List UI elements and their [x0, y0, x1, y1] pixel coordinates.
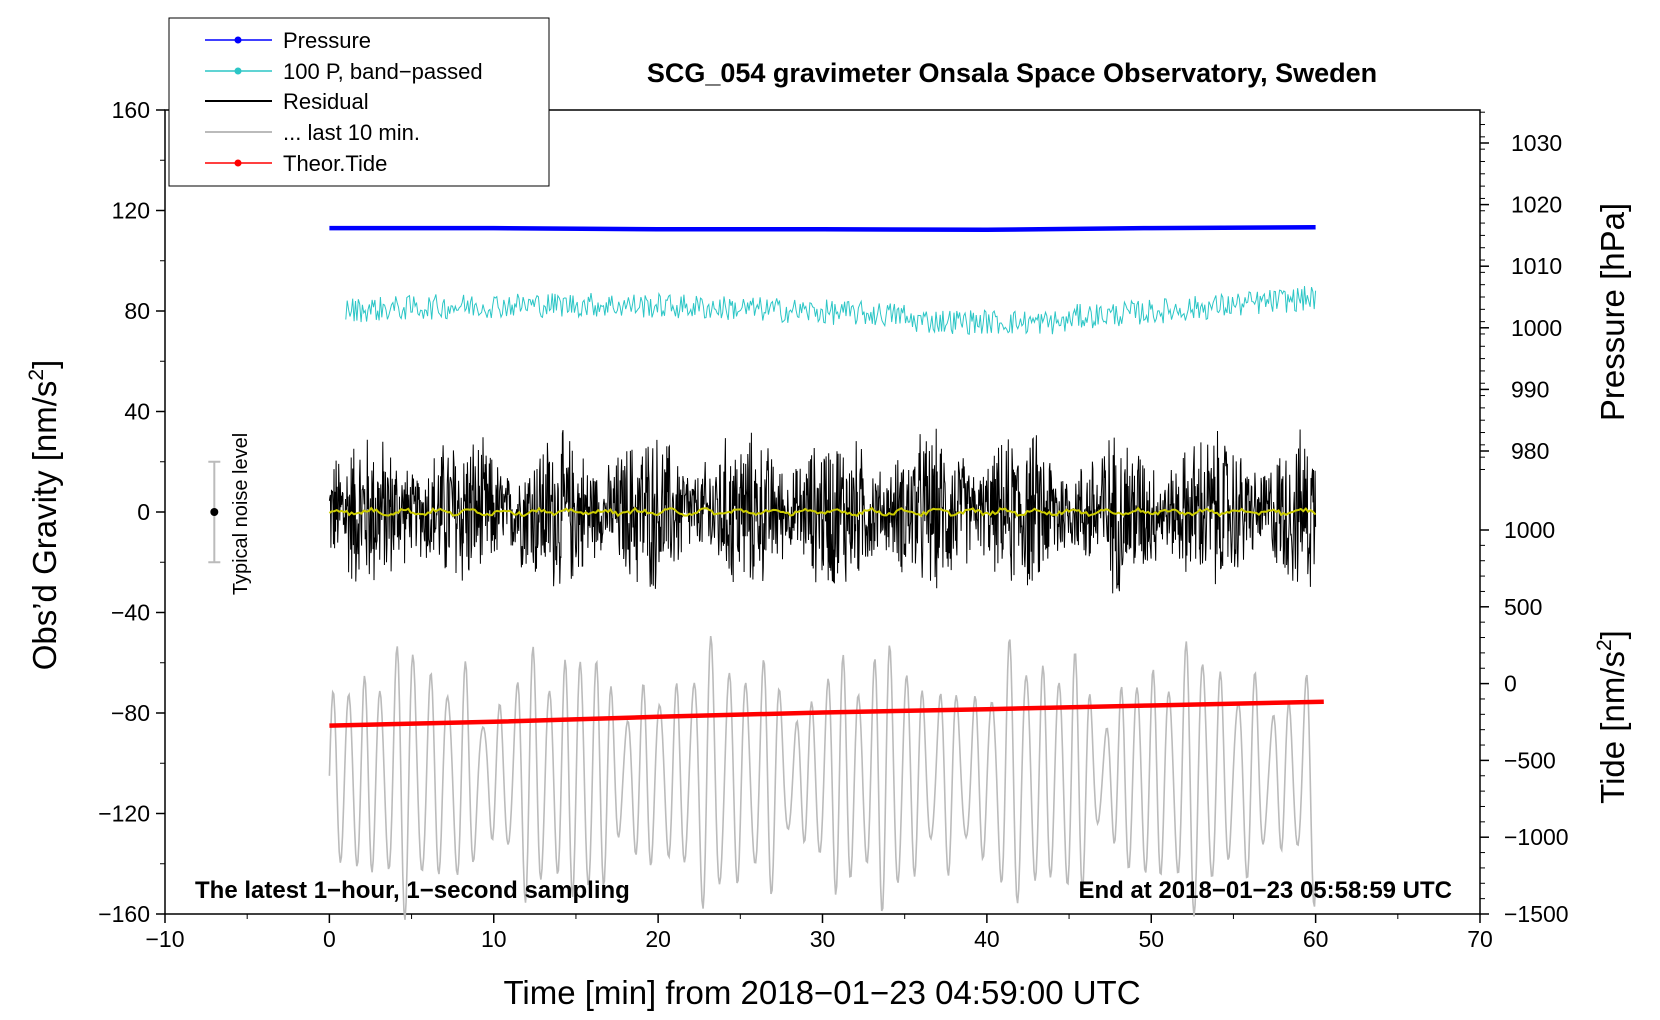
legend-entry-last10: ... last 10 min. [205, 120, 420, 145]
y-tide-tick-label: 500 [1504, 594, 1542, 620]
y-left-tick-label: 160 [112, 97, 150, 123]
legend: Pressure 100 P, band−passed Residual ...… [168, 17, 550, 187]
series-last-10-min-line [328, 635, 1317, 920]
legend-label-pressure: Pressure [283, 28, 371, 53]
y-left-tick-label: 80 [124, 298, 150, 324]
y-tide-tick-label: 0 [1504, 671, 1517, 697]
noise-center-dot [210, 508, 219, 516]
annotation-sampling: The latest 1−hour, 1−second sampling [195, 877, 630, 904]
y-tide-tick-label: −1000 [1504, 824, 1569, 850]
axis-ticks: −10 0 10 20 30 40 50 60 7016012080400−40−80−120−… [98, 97, 1568, 952]
y-left-tick-label: −160 [98, 901, 150, 927]
y-left-tick-label: 120 [112, 198, 150, 224]
y-axis-label-left-close: ] [26, 360, 63, 369]
series-layer [328, 225, 1324, 920]
y-pressure-tick-label: 1000 [1511, 315, 1562, 341]
x-tick-label: 0 [323, 926, 336, 952]
chart-title: SCG_054 gravimeter Onsala Space Observat… [647, 58, 1377, 88]
y-axis-label-tide-sup: 2 [1593, 639, 1616, 651]
legend-label-bandpassed: 100 P, band−passed [283, 59, 483, 84]
x-tick-label: 50 [1138, 926, 1164, 952]
y-left-tick-label: −40 [111, 600, 150, 626]
y-tide-tick-label: 1000 [1504, 517, 1555, 543]
y-axis-label-tide-text: Tide [nm/s [1594, 651, 1631, 804]
y-axis-label-tide: Tide [nm/s2] [1593, 630, 1631, 804]
y-pressure-tick-label: 990 [1511, 376, 1549, 402]
legend-marker-bandpassed [234, 67, 242, 75]
y-left-tick-label: 0 [137, 499, 150, 525]
y-pressure-tick-label: 1030 [1511, 130, 1562, 156]
annotation-end-time: End at 2018−01−23 05:58:59 UTC [1078, 877, 1452, 904]
y-axis-label-left: Obs’d Gravity [nm/s2] [25, 360, 63, 671]
x-tick-label: 40 [974, 926, 1000, 952]
series-residual-smoothed-line [328, 506, 1317, 518]
legend-entry-bandpassed: 100 P, band−passed [205, 59, 483, 84]
x-tick-label: −10 [145, 926, 184, 952]
legend-label-tide: Theor.Tide [283, 151, 387, 176]
series-bandpassed-line [345, 286, 1317, 335]
y-left-tick-label: −120 [98, 801, 150, 827]
x-tick-label: 70 [1467, 926, 1493, 952]
noise-level-label: Typical noise level [230, 433, 252, 595]
x-tick-label: 20 [645, 926, 671, 952]
y-tide-tick-label: −500 [1504, 747, 1556, 773]
noise-level-indicator [208, 460, 221, 564]
legend-entry-pressure: Pressure [205, 28, 371, 53]
y-pressure-tick-label: 1020 [1511, 192, 1562, 218]
legend-label-last10: ... last 10 min. [283, 120, 420, 145]
series-tide-line [329, 699, 1324, 728]
y-axis-label-left-sup: 2 [25, 369, 48, 381]
y-axis-label-pressure: Pressure [hPa] [1594, 203, 1631, 421]
x-tick-label: 60 [1303, 926, 1329, 952]
y-pressure-tick-label: 980 [1511, 438, 1549, 464]
y-axis-label-tide-close: ] [1594, 630, 1631, 639]
legend-marker-pressure [234, 36, 242, 44]
legend-marker-tide [234, 159, 242, 167]
y-left-tick-label: −80 [111, 700, 150, 726]
y-left-tick-label: 40 [124, 399, 150, 425]
x-axis-label: Time [min] from 2018−01−23 04:59:00 UTC [503, 974, 1140, 1011]
series-pressure-line [329, 225, 1316, 233]
legend-entry-residual: Residual [205, 89, 369, 114]
legend-label-residual: Residual [283, 89, 369, 114]
y-pressure-tick-label: 1010 [1511, 253, 1562, 279]
y-tide-tick-label: −1500 [1504, 901, 1569, 927]
legend-entry-tide: Theor.Tide [205, 151, 387, 176]
x-tick-label: 30 [810, 926, 836, 952]
x-tick-label: 10 [481, 926, 507, 952]
y-axis-label-left-text: Obs’d Gravity [nm/s [26, 381, 63, 671]
